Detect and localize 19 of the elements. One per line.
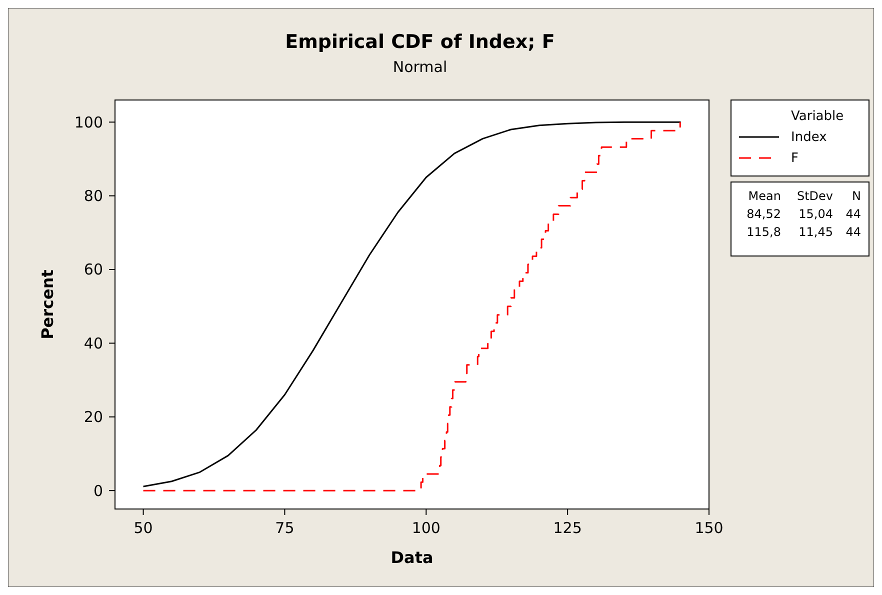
y-tick-label: 100 bbox=[74, 113, 103, 132]
x-tick-label: 75 bbox=[275, 519, 294, 537]
y-axis-title: Percent bbox=[38, 269, 57, 340]
summary-table: Mean StDev N 84,52 15,04 44 115,8 11,45 44 bbox=[730, 182, 870, 256]
x-tick-label: 150 bbox=[694, 519, 724, 537]
x-axis-title: Data bbox=[390, 548, 434, 567]
legend-label: F bbox=[791, 151, 798, 166]
legend-title: Variable bbox=[791, 109, 844, 124]
y-tick-label: 0 bbox=[93, 482, 103, 500]
chart-title: Empirical CDF of Index; F bbox=[285, 31, 555, 53]
y-tick-label: 40 bbox=[84, 334, 103, 352]
x-tick-label: 50 bbox=[134, 519, 153, 537]
legend-label: Index bbox=[791, 130, 828, 145]
y-tick-label: 20 bbox=[84, 408, 103, 426]
chart-subtitle: Normal bbox=[392, 58, 448, 76]
y-tick-label: 60 bbox=[84, 260, 103, 279]
x-tick-label: 125 bbox=[553, 519, 582, 537]
y-tick-label: 80 bbox=[84, 187, 103, 206]
x-tick-label: 100 bbox=[412, 519, 440, 537]
